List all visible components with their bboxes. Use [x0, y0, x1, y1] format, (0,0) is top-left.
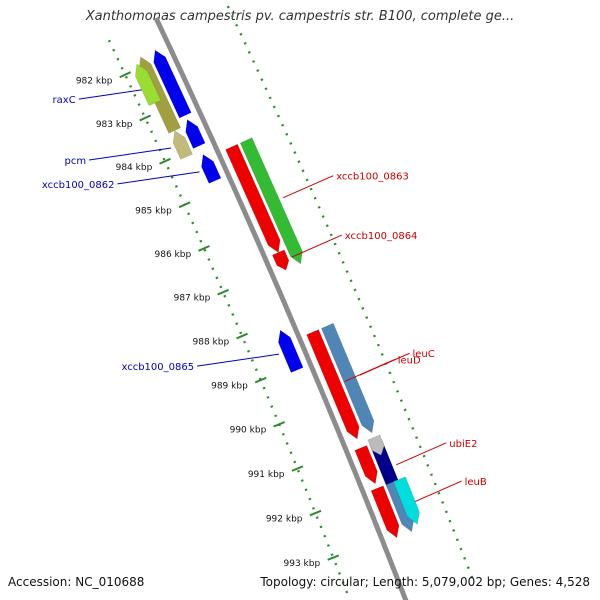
scale-tick	[217, 288, 230, 296]
gene-xccb100_0862-leader	[117, 171, 200, 185]
gene-leub-label[interactable]: leuB	[465, 477, 487, 488]
gene-pcm-feature[interactable]	[172, 130, 193, 160]
scale-tick	[178, 201, 191, 209]
scale-tick-label: 992 kbp	[266, 514, 303, 524]
gene-ubie2-label[interactable]: ubiE2	[449, 439, 477, 450]
scale-tick-label: 986 kbp	[155, 250, 192, 260]
scale-tick	[309, 509, 322, 517]
scale-tick-label: 985 kbp	[135, 207, 172, 217]
gene-feature-forward-10[interactable]	[370, 485, 400, 539]
scale-tick	[198, 245, 210, 252]
scale-tick-label: 991 kbp	[248, 470, 285, 480]
scale-tick	[291, 465, 304, 472]
scale-tick-label: 993 kbp	[284, 559, 321, 569]
scale-tick	[159, 157, 171, 165]
scale-tick-label: 983 kbp	[96, 120, 133, 130]
scale-track-outer	[223, 0, 475, 582]
gene-feature-forward-6[interactable]	[367, 434, 385, 456]
gene-ubie2-leader	[396, 442, 447, 466]
gene-feature-reverse-2[interactable]	[135, 63, 162, 107]
scale-tick	[236, 332, 248, 340]
gene-raxc-label[interactable]: raxC	[53, 95, 76, 106]
gene-leud-label[interactable]: leuD	[398, 355, 421, 366]
gene-leud-feature[interactable]	[306, 329, 360, 440]
scale-tick-label: 988 kbp	[193, 338, 230, 348]
gene-xccb100_0863-leader	[283, 175, 334, 199]
gene-leud-leader	[344, 358, 395, 382]
scale-tick-label: 989 kbp	[211, 382, 248, 392]
scale-tick	[273, 421, 286, 428]
accession-label: Accession: NC_010688	[8, 575, 145, 589]
scale-tick	[327, 554, 340, 561]
gene-xccb100_0865-label[interactable]: xccb100_0865	[121, 362, 194, 373]
gene-feature-forward-2[interactable]	[225, 143, 281, 254]
scale-tick	[139, 114, 152, 122]
gene-feature-reverse-4[interactable]	[185, 119, 206, 149]
gene-leub-leader	[411, 480, 462, 504]
gene-xccb100_0865-feature[interactable]	[278, 329, 304, 373]
gene-xccb100_0863-feature[interactable]	[239, 137, 303, 265]
gene-xccb100_0863-label[interactable]: xccb100_0863	[336, 172, 409, 183]
scale-tick-label: 982 kbp	[76, 77, 113, 87]
gene-leuc-label[interactable]: leuC	[413, 349, 435, 360]
gene-leub-feature[interactable]	[385, 479, 415, 533]
scale-tick	[254, 376, 267, 384]
scale-tick-label: 990 kbp	[230, 426, 267, 436]
gene-leuc-feature[interactable]	[321, 322, 375, 434]
gene-pcm-leader	[89, 147, 172, 161]
backbone-line	[153, 16, 409, 600]
gene-xccb100_0864-label[interactable]: xccb100_0864	[345, 231, 418, 242]
gene-xccb100_0865-leader	[196, 353, 280, 367]
scale-tick-label: 987 kbp	[174, 294, 211, 304]
gene-xccb100_0864-feature[interactable]	[272, 249, 290, 271]
scale-tick-label: 984 kbp	[116, 163, 153, 173]
gene-raxc-feature[interactable]	[153, 49, 192, 119]
gene-feature-forward-9[interactable]	[393, 476, 420, 525]
topology-label: Topology: circular; Length: 5,079,002 bp…	[260, 575, 590, 589]
gene-xccb100_0862-label[interactable]: xccb100_0862	[42, 180, 115, 191]
scale-tick	[119, 71, 132, 79]
gene-xccb100_0864-leader	[291, 234, 343, 258]
gene-xccb100_0862-feature[interactable]	[201, 153, 222, 184]
map-title: Xanthomonas campestris pv. campestris st…	[85, 9, 515, 24]
scale-track-inner	[107, 39, 352, 600]
gene-feature-forward-7[interactable]	[354, 445, 378, 485]
gene-pcm-label[interactable]: pcm	[65, 156, 87, 167]
